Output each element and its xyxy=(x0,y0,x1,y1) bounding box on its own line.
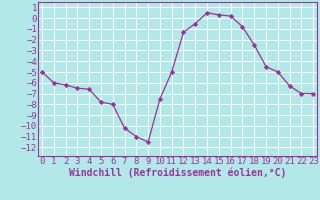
X-axis label: Windchill (Refroidissement éolien,°C): Windchill (Refroidissement éolien,°C) xyxy=(69,168,286,178)
